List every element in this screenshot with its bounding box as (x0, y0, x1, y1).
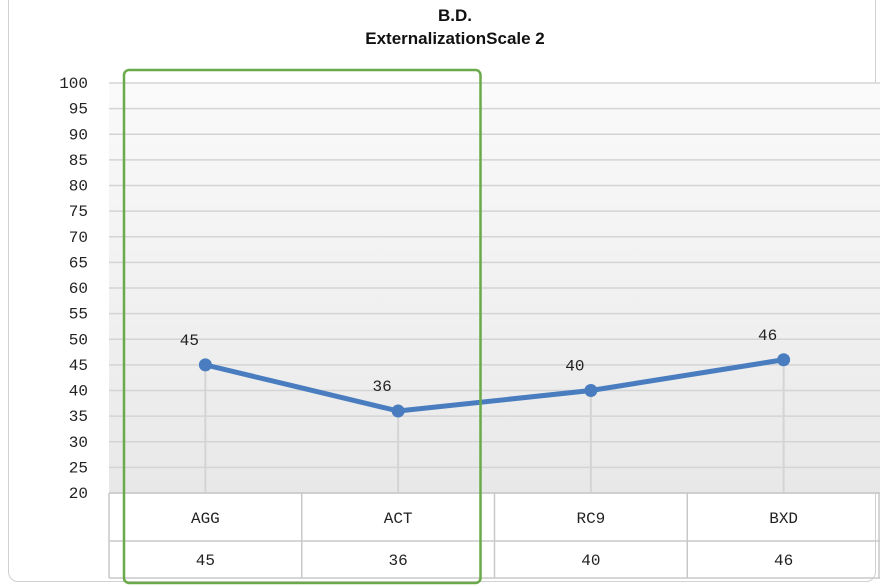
data-table: AGG 45 ACT 36 RC9 40 BXD 46 (108, 492, 880, 579)
y-tick-label: 45 (69, 357, 88, 375)
y-tick-label: 60 (69, 280, 88, 298)
y-tick-label: 25 (69, 459, 88, 477)
chart-subtitle: ExternalizationScale 2 (365, 29, 545, 48)
data-point (584, 384, 598, 397)
y-tick-label: 20 (69, 485, 88, 503)
data-point (777, 353, 791, 367)
y-tick-label: 50 (69, 331, 88, 349)
y-tick-label: 90 (69, 126, 88, 144)
y-tick-label: 55 (69, 306, 88, 324)
category-label: AGG (191, 510, 220, 528)
data-label: 45 (180, 332, 199, 350)
table-value: 46 (774, 552, 793, 570)
y-tick-label: 100 (59, 75, 88, 93)
data-point (198, 358, 212, 372)
y-tick-label: 30 (69, 434, 88, 452)
y-tick-label: 95 (69, 101, 88, 119)
category-label: ACT (384, 510, 413, 528)
series-line-group: 45 36 40 46 (180, 327, 791, 418)
table-value: 45 (196, 552, 215, 570)
series-line (202, 357, 787, 414)
data-point (391, 404, 405, 418)
y-tick-label: 80 (69, 178, 88, 196)
highlight-box (122, 68, 482, 585)
table-value: 36 (389, 552, 408, 570)
y-tick-label: 85 (69, 152, 88, 170)
table-value: 40 (581, 552, 600, 570)
data-label: 46 (758, 327, 777, 345)
y-tick-label: 70 (69, 229, 88, 247)
y-tick-label: 40 (69, 383, 88, 401)
y-axis: 20 25 30 35 40 45 50 55 60 65 70 75 80 85 90 95 100 (59, 75, 88, 503)
data-label: 40 (565, 358, 584, 376)
y-tick-label: 35 (69, 408, 88, 426)
category-label: BXD (769, 510, 798, 528)
y-tick-label: 75 (69, 203, 88, 221)
category-label: RC9 (576, 510, 605, 528)
highlight-group (122, 68, 482, 585)
data-label: 36 (373, 378, 392, 396)
y-tick-label: 65 (69, 254, 88, 272)
chart-title: B.D. (438, 6, 472, 25)
